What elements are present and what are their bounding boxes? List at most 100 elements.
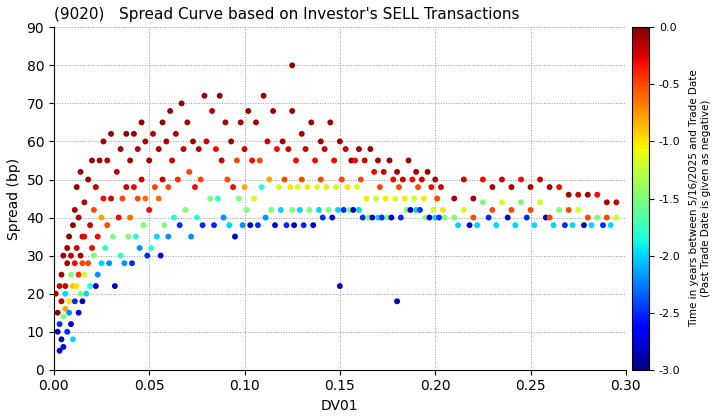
Point — [128, 184, 140, 191]
Point — [505, 207, 517, 213]
Point — [410, 168, 422, 175]
Point — [223, 222, 235, 228]
Point — [521, 214, 533, 221]
Point — [58, 252, 69, 259]
Point — [422, 168, 433, 175]
Point — [161, 138, 172, 145]
Point — [343, 207, 355, 213]
Point — [261, 138, 273, 145]
Point — [163, 184, 174, 191]
Point — [490, 222, 502, 228]
Point — [164, 108, 176, 114]
Point — [193, 146, 204, 152]
Point — [516, 176, 527, 183]
Point — [258, 92, 269, 99]
Point — [245, 222, 256, 228]
Point — [359, 157, 370, 164]
Point — [216, 157, 228, 164]
Point — [605, 222, 616, 228]
Point — [477, 199, 489, 206]
Point — [292, 184, 304, 191]
Point — [75, 290, 86, 297]
Point — [239, 146, 251, 152]
Point — [185, 233, 197, 240]
Point — [376, 214, 387, 221]
Point — [243, 108, 254, 114]
Point — [332, 207, 343, 213]
Point — [326, 214, 338, 221]
Point — [458, 207, 469, 213]
Point — [88, 252, 99, 259]
Point — [601, 199, 613, 206]
Point — [132, 146, 143, 152]
Point — [73, 214, 84, 221]
X-axis label: DV01: DV01 — [321, 399, 359, 413]
Point — [231, 157, 243, 164]
Point — [114, 252, 126, 259]
Point — [143, 157, 155, 164]
Point — [516, 199, 527, 206]
Point — [54, 347, 66, 354]
Point — [437, 207, 449, 213]
Point — [82, 176, 94, 183]
Point — [52, 328, 63, 335]
Point — [78, 271, 90, 278]
Point — [60, 290, 71, 297]
Point — [52, 310, 63, 316]
Point — [168, 214, 180, 221]
Point — [336, 176, 348, 183]
Point — [251, 119, 262, 126]
Point — [66, 271, 77, 278]
Point — [378, 168, 390, 175]
Point — [354, 207, 365, 213]
Point — [81, 290, 92, 297]
Point — [294, 207, 305, 213]
Point — [210, 146, 222, 152]
Point — [601, 214, 613, 221]
Point — [155, 252, 166, 259]
Point — [54, 283, 66, 289]
Point — [109, 283, 121, 289]
Point — [369, 168, 380, 175]
Point — [372, 157, 384, 164]
Text: (9020)   Spread Curve based on Investor's SELL Transactions: (9020) Spread Curve based on Investor's … — [54, 7, 519, 22]
Point — [181, 119, 193, 126]
Point — [483, 214, 495, 221]
Point — [334, 283, 346, 289]
Point — [544, 184, 555, 191]
Point — [534, 199, 546, 206]
Point — [586, 222, 598, 228]
Point — [275, 207, 287, 213]
Point — [505, 184, 517, 191]
Point — [382, 214, 393, 221]
Point — [212, 195, 224, 202]
Point — [467, 214, 479, 221]
Point — [582, 214, 593, 221]
Point — [114, 146, 126, 152]
Point — [540, 214, 552, 221]
Point — [69, 207, 81, 213]
Point — [120, 131, 132, 137]
Point — [189, 184, 201, 191]
Point — [273, 184, 284, 191]
Point — [267, 108, 279, 114]
Point — [153, 146, 164, 152]
Point — [510, 222, 521, 228]
Point — [246, 157, 258, 164]
Point — [61, 328, 73, 335]
Point — [63, 233, 75, 240]
Point — [611, 214, 622, 221]
Point — [472, 222, 483, 228]
Point — [237, 222, 248, 228]
Point — [325, 119, 336, 126]
Point — [319, 146, 330, 152]
Point — [528, 222, 540, 228]
Point — [496, 199, 508, 206]
Point — [134, 244, 145, 251]
Point — [130, 233, 142, 240]
Point — [284, 184, 296, 191]
Point — [578, 222, 590, 228]
Point — [572, 192, 584, 198]
Point — [149, 184, 161, 191]
Point — [96, 214, 107, 221]
